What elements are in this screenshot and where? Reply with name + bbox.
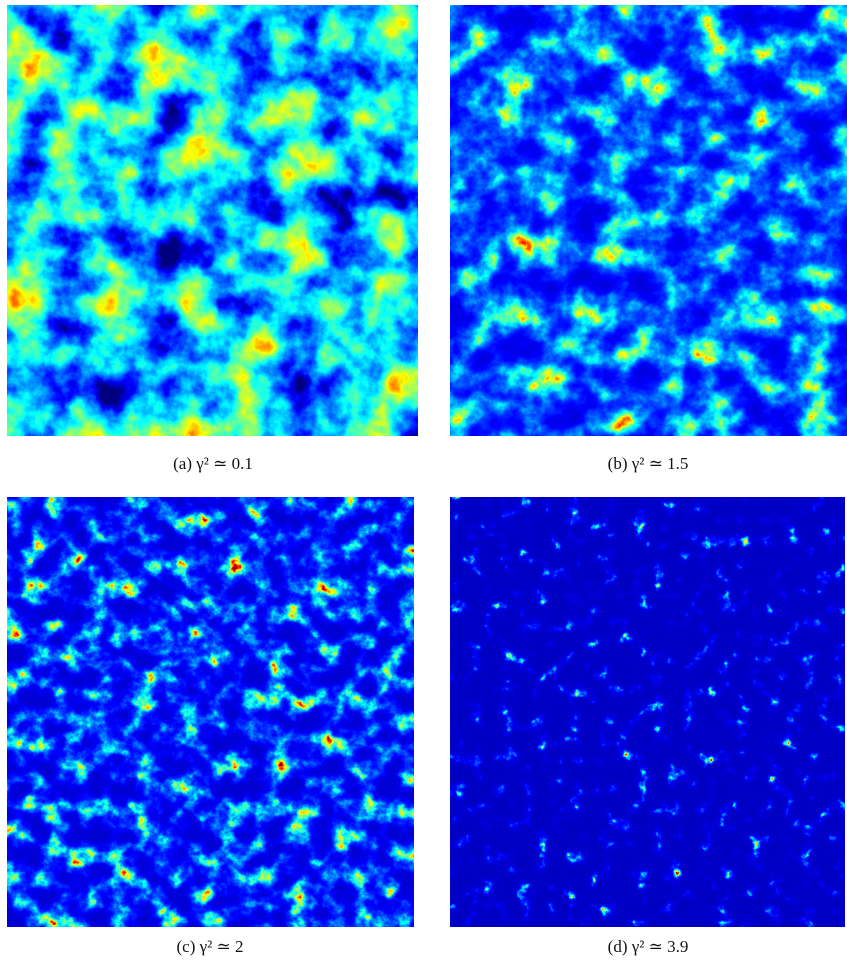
panel-caption: (b) γ² ≃ 1.5 bbox=[608, 454, 689, 473]
panel-image bbox=[7, 497, 414, 927]
panel-caption: (d) γ² ≃ 3.9 bbox=[608, 937, 689, 956]
panel-caption: (c) γ² ≃ 2 bbox=[177, 937, 244, 956]
panel-image bbox=[7, 5, 418, 436]
panel-caption: (a) γ² ≃ 0.1 bbox=[173, 454, 253, 473]
panel-image bbox=[450, 5, 847, 436]
panel-image bbox=[450, 497, 845, 927]
